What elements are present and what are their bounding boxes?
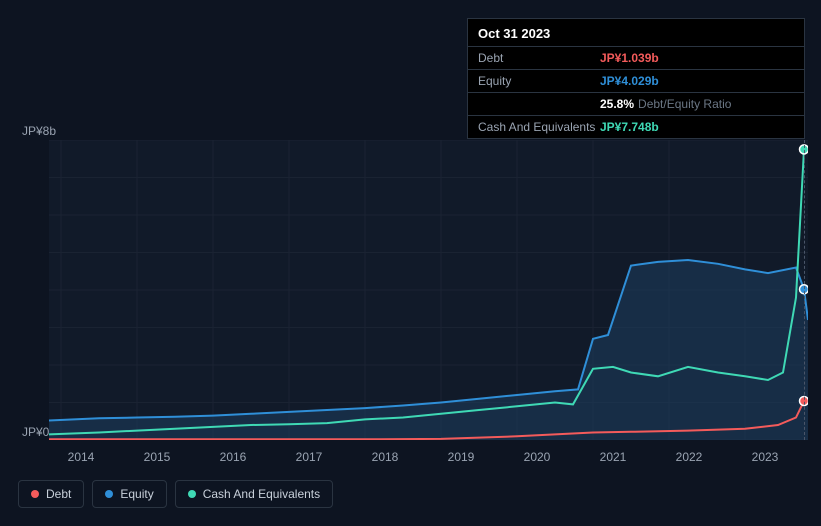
tooltip-row: 25.8% Debt/Equity Ratio (468, 92, 804, 115)
legend-item-cash[interactable]: Cash And Equivalents (175, 480, 333, 508)
x-axis-tick: 2014 (68, 450, 95, 464)
tooltip-row-label: Cash And Equivalents (478, 120, 600, 134)
x-axis-tick: 2015 (144, 450, 171, 464)
tooltip-row-annot: Debt/Equity Ratio (638, 97, 731, 111)
chart-legend: Debt Equity Cash And Equivalents (18, 480, 333, 508)
legend-item-equity[interactable]: Equity (92, 480, 166, 508)
legend-label: Cash And Equivalents (203, 487, 320, 501)
tooltip-row-label: Debt (478, 51, 600, 65)
x-axis-tick: 2020 (524, 450, 551, 464)
tooltip-row: Cash And EquivalentsJP¥7.748b (468, 115, 804, 138)
x-axis-tick: 2022 (676, 450, 703, 464)
tooltip-row: EquityJP¥4.029b (468, 69, 804, 92)
tooltip-row-label (478, 97, 600, 111)
y-axis-max-label: JP¥8b (22, 124, 56, 138)
legend-dot-icon (188, 490, 196, 498)
tooltip-row-value: JP¥4.029b (600, 74, 659, 88)
tooltip-row-label: Equity (478, 74, 600, 88)
legend-label: Debt (46, 487, 71, 501)
tooltip-row-value: JP¥7.748b (600, 120, 659, 134)
crosshair-line (804, 140, 805, 440)
tooltip-row-value: 25.8% (600, 97, 634, 111)
x-axis-tick: 2016 (220, 450, 247, 464)
x-axis-tick: 2018 (372, 450, 399, 464)
x-axis-tick: 2017 (296, 450, 323, 464)
tooltip-date: Oct 31 2023 (468, 19, 804, 46)
legend-dot-icon (31, 490, 39, 498)
chart-tooltip: Oct 31 2023 DebtJP¥1.039bEquityJP¥4.029b… (467, 18, 805, 139)
chart-plot-area[interactable] (18, 140, 808, 440)
legend-label: Equity (120, 487, 153, 501)
legend-item-debt[interactable]: Debt (18, 480, 84, 508)
x-axis-tick: 2019 (448, 450, 475, 464)
legend-dot-icon (105, 490, 113, 498)
x-axis-tick: 2021 (600, 450, 627, 464)
tooltip-row: DebtJP¥1.039b (468, 46, 804, 69)
tooltip-row-value: JP¥1.039b (600, 51, 659, 65)
x-axis: 2014 2015 2016 2017 2018 2019 2020 2021 2022 2023 (18, 450, 808, 470)
x-axis-tick: 2023 (752, 450, 779, 464)
